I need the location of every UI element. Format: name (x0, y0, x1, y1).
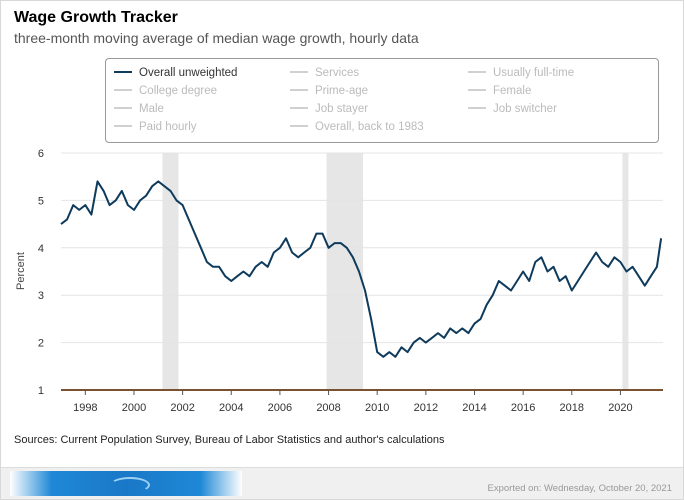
legend-label: Female (493, 85, 532, 97)
legend-label: Job stayer (315, 103, 369, 115)
legend-label: Services (315, 67, 360, 79)
x-tick-label: 2020 (608, 402, 632, 414)
sources-note: Sources: Current Population Survey, Bure… (14, 434, 445, 446)
legend-item-job-stayer[interactable]: Job stayer (290, 103, 368, 115)
x-tick-label: 2000 (122, 402, 146, 414)
y-tick-label: 4 (38, 243, 44, 255)
legend-swatch (114, 70, 132, 73)
x-tick-label: 2002 (170, 402, 194, 414)
legend-item-overall-unweighted[interactable]: Overall unweighted (114, 67, 237, 79)
legend-label: Overall unweighted (139, 67, 238, 79)
legend-item-college-degree[interactable]: College degree (114, 85, 217, 97)
x-tick-label: 2016 (511, 402, 535, 414)
logo-mark (110, 477, 150, 493)
series-layer (60, 180, 663, 358)
legend-label: Overall, back to 1983 (315, 121, 424, 133)
legend-swatch (114, 88, 132, 91)
legend-label: College degree (139, 85, 218, 97)
axes: 1 2 3 4 5 6 1998 2000 2002 2004 2006 2008 2010 2012 20… (38, 148, 663, 414)
recession-band (162, 153, 179, 390)
recession-bands (162, 153, 629, 390)
x-tick-label: 2012 (414, 402, 438, 414)
legend: Overall unweighted Services Usually full… (105, 58, 659, 143)
legend-label: Prime-age (315, 85, 369, 97)
x-tick-label: 2018 (560, 402, 584, 414)
legend-label: Paid hourly (139, 121, 197, 133)
legend-item-job-switcher[interactable]: Job switcher (468, 103, 557, 115)
line-chart: 1 2 3 4 5 6 1998 2000 2002 2004 2006 2008 2010 2012 20… (15, 148, 663, 414)
legend-swatch (468, 106, 486, 109)
legend-swatch (290, 88, 308, 91)
legend-item-male[interactable]: Male (114, 103, 164, 115)
export-timestamp: Exported on: Wednesday, October 20, 2021 (487, 483, 673, 494)
x-tick-label: 2014 (462, 402, 486, 414)
x-tick-label: 2008 (316, 402, 340, 414)
legend-swatch (114, 106, 132, 109)
y-axis-label: Percent (15, 252, 27, 290)
legend-swatch (468, 70, 486, 73)
x-tick-label: 2010 (365, 402, 389, 414)
logo (10, 471, 242, 496)
legend-item-services[interactable]: Services (290, 67, 359, 79)
y-tick-label: 2 (38, 338, 44, 350)
legend-swatch (290, 106, 308, 109)
y-tick-label: 3 (38, 290, 44, 302)
legend-swatch (290, 124, 308, 127)
legend-item-female[interactable]: Female (468, 85, 531, 97)
x-tick-label: 2006 (268, 402, 292, 414)
legend-label: Job switcher (493, 103, 557, 115)
gridlines (61, 152, 663, 344)
legend-item-paid-hourly[interactable]: Paid hourly (114, 121, 197, 133)
legend-swatch (468, 88, 486, 91)
legend-label: Male (139, 103, 164, 115)
y-tick-label: 1 (38, 385, 44, 397)
chart-subtitle: three-month moving average of median wag… (14, 30, 419, 46)
legend-item-prime-age[interactable]: Prime-age (290, 85, 368, 97)
x-tick-label: 2004 (219, 402, 243, 414)
legend-item-usually-full-time[interactable]: Usually full-time (468, 67, 574, 79)
legend-item-overall-back-to-1983[interactable]: Overall, back to 1983 (290, 121, 424, 133)
legend-swatch (114, 124, 132, 127)
y-tick-label: 6 (38, 148, 44, 160)
legend-swatch (290, 70, 308, 73)
legend-label: Usually full-time (493, 67, 575, 79)
chart-title: Wage Growth Tracker (14, 9, 178, 26)
x-tick-label: 1998 (73, 402, 97, 414)
recession-band (326, 153, 364, 390)
y-tick-label: 5 (38, 195, 44, 207)
series-line-overall-unweighted (60, 180, 663, 358)
